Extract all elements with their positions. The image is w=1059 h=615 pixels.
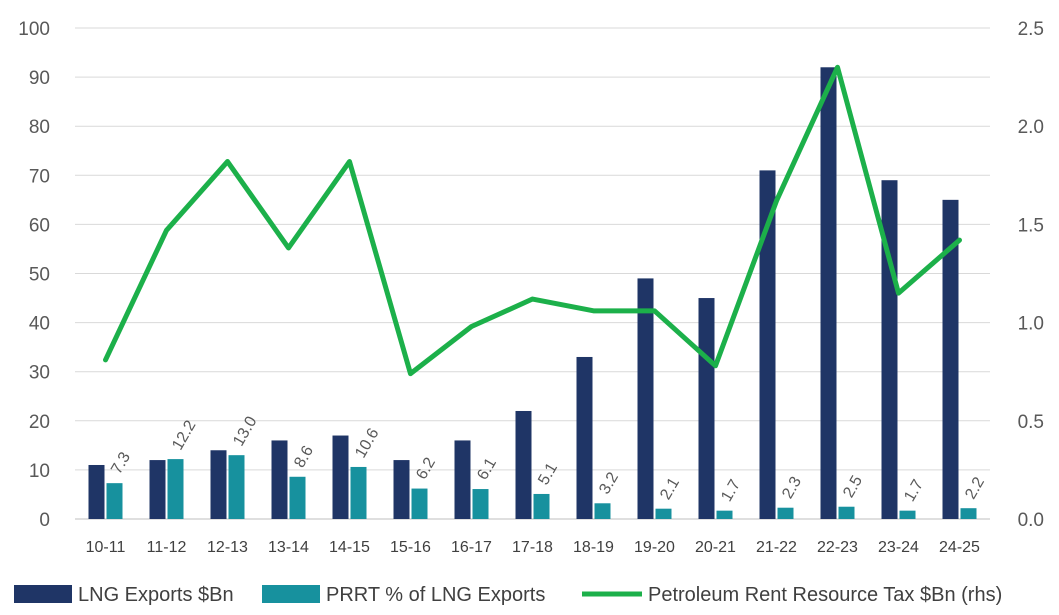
x-tick-label: 24-25 [939,539,980,556]
bar-prrt-pct [472,489,489,519]
bar-prrt-pct [838,506,855,519]
bar-lng-exports [393,460,410,519]
bar-prrt-pct [716,510,733,519]
y-left-tick-label: 50 [29,265,50,286]
prrt-line [103,64,962,377]
x-tick-label: 11-12 [147,539,187,556]
bar-prrt-pct [594,503,611,519]
y-left-tick-label: 100 [18,19,50,40]
x-tick-label: 12-13 [207,539,248,556]
x-tick-label: 20-21 [695,539,736,556]
data-label-prrt-pct: 8.6 [291,443,317,471]
gridlines [75,27,990,520]
y-right-tick-label: 0.0 [1018,510,1044,531]
y-axis-left: 0 10 20 30 40 50 60 70 80 90 100 [18,19,50,531]
bar-lng-exports [454,440,471,519]
data-label-prrt-pct: 2.2 [962,474,988,502]
y-right-tick-label: 2.0 [1018,117,1044,138]
y-left-tick-label: 80 [29,117,50,138]
y-left-tick-label: 60 [29,215,50,236]
y-left-tick-label: 10 [29,461,50,482]
bar-prrt-pct [167,459,184,519]
bar-prrt-pct [289,476,306,519]
y-left-tick-label: 40 [29,314,50,335]
line-prrt-tax [103,64,962,377]
bar-prrt-pct [533,493,550,519]
y-right-tick-label: 0.5 [1018,412,1044,433]
y-left-tick-label: 30 [29,363,50,384]
bar-prrt-pct [899,510,916,519]
bar-prrt-pct [350,466,367,519]
data-label-prrt-pct: 6.1 [474,455,500,483]
bar-prrt-pct [106,483,123,519]
bar-prrt-pct [777,507,794,519]
x-tick-label: 19-20 [634,539,675,556]
bar-prrt-pct [228,455,245,519]
y-axis-right: 0.0 0.5 1.0 1.5 2.0 2.5 [1018,19,1044,531]
y-right-tick-label: 1.5 [1018,215,1044,236]
bar-lng-exports [698,298,715,519]
bar-lng-exports [515,410,532,519]
bar-lng-exports [820,67,837,519]
y-left-tick-label: 0 [39,510,50,531]
x-tick-label: 13-14 [268,539,309,556]
x-tick-label: 21-22 [756,539,797,556]
data-label-prrt-pct: 2.5 [840,473,866,501]
x-tick-label: 16-17 [451,539,492,556]
data-label-prrt-pct: 7.3 [108,449,134,477]
x-tick-label: 18-19 [573,539,614,556]
legend-swatch-prrt-pct [262,585,320,603]
bar-prrt-pct [411,488,428,519]
legend: LNG Exports $Bn PRRT % of LNG Exports Petr… [14,584,1002,606]
x-tick-label: 23-24 [878,539,919,556]
x-tick-label: 14-15 [329,539,370,556]
legend-label-prrt-pct: PRRT % of LNG Exports [326,584,545,606]
data-label-prrt-pct: 13.0 [230,414,260,450]
bar-lng-exports [759,170,776,519]
data-label-prrt-pct: 1.7 [718,477,744,505]
bar-lng-exports [881,180,898,519]
y-left-tick-label: 20 [29,412,50,433]
data-label-prrt-pct: 12.2 [169,418,199,454]
data-label-prrt-pct: 5.1 [535,460,561,488]
x-tick-label: 15-16 [390,539,431,556]
x-tick-label: 10-11 [86,539,126,556]
x-tick-label: 17-18 [512,539,553,556]
bar-lng-exports [88,464,105,519]
bar-lng-exports [332,435,349,519]
bar-lng-exports [271,440,288,519]
data-label-prrt-pct: 3.2 [596,469,622,497]
bars [88,67,977,519]
bar-prrt-pct [960,508,977,519]
data-label-prrt-pct: 10.6 [352,425,382,461]
x-axis: 10-11 11-12 12-13 13-14 14-15 15-16 16-17 17-18… [86,539,980,556]
x-tick-label: 22-23 [817,539,858,556]
y-right-tick-label: 1.0 [1018,314,1044,335]
bar-lng-exports [576,356,593,519]
y-left-tick-label: 90 [29,68,50,89]
legend-label-prrt-tax: Petroleum Rent Resource Tax $Bn (rhs) [648,584,1002,606]
legend-label-lng-exports: LNG Exports $Bn [78,584,234,606]
y-right-tick-label: 2.5 [1018,19,1044,40]
data-label-prrt-pct: 2.3 [779,474,805,502]
bar-lng-exports [637,278,654,519]
legend-swatch-lng-exports [14,585,72,603]
bar-lng-exports [149,460,166,519]
y-left-tick-label: 70 [29,166,50,187]
bar-lng-exports [942,199,959,519]
bar-lng-exports [210,450,227,519]
data-label-prrt-pct: 1.7 [901,477,927,505]
bar-prrt-pct [655,508,672,519]
data-label-prrt-pct: 6.2 [413,455,439,483]
data-label-prrt-pct: 2.1 [657,475,683,503]
